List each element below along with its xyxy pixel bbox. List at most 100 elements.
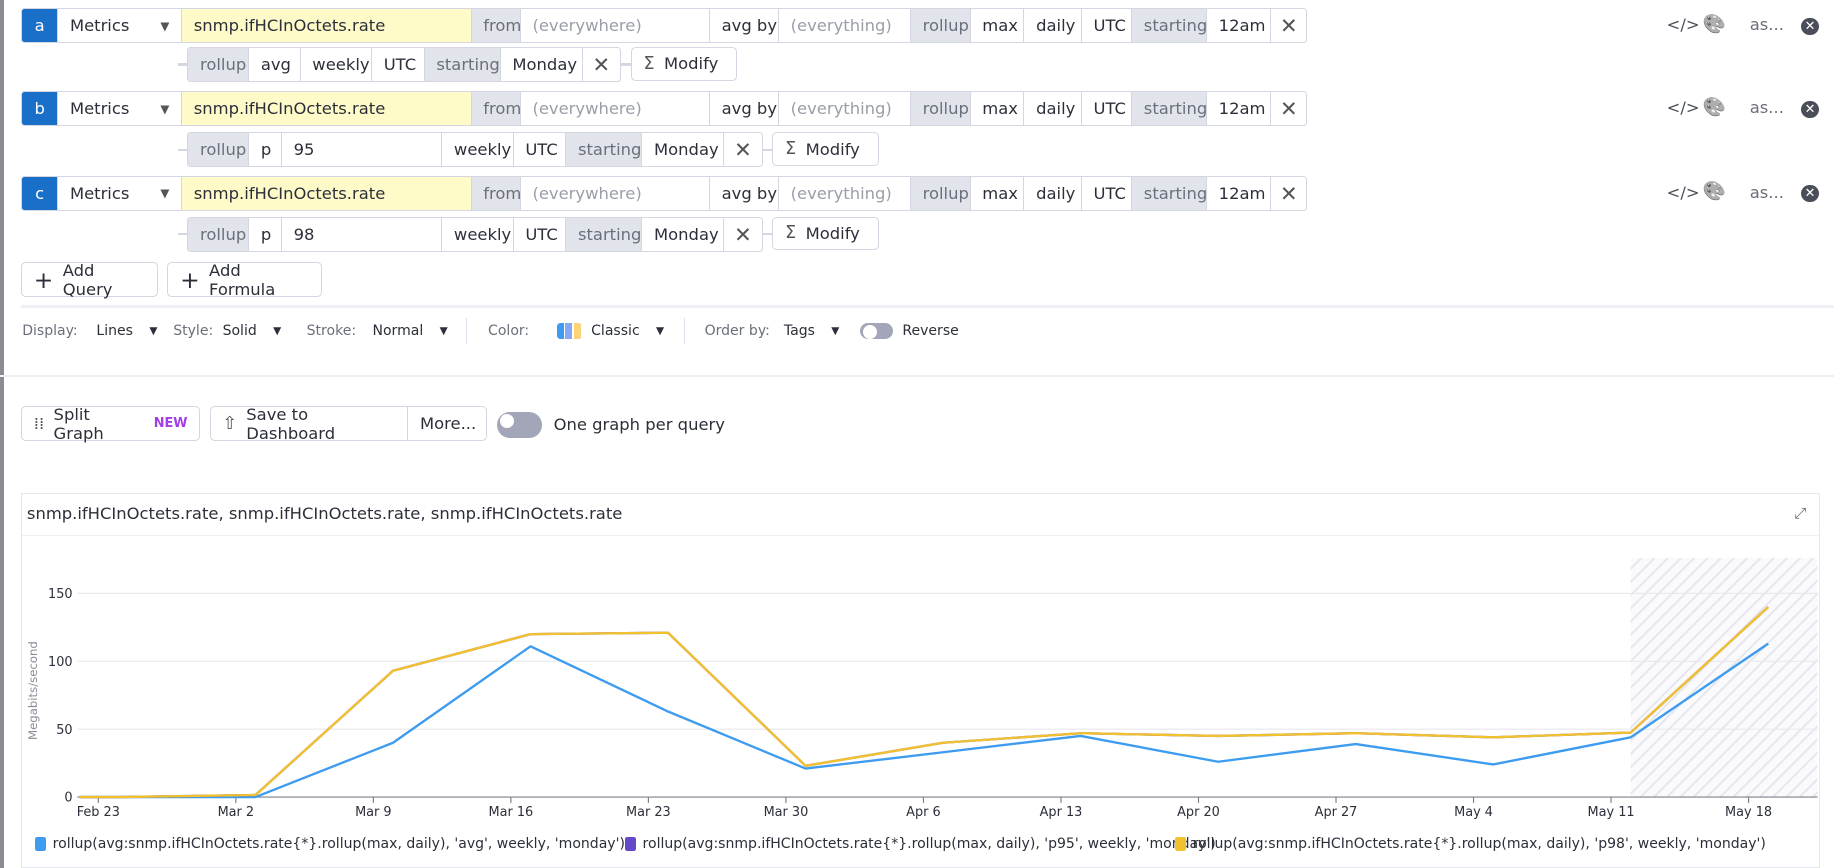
starting-value[interactable]: 12am [1207, 176, 1272, 210]
reverse-toggle[interactable]: Reverse [860, 323, 959, 340]
stroke-label: Stroke: [306, 323, 357, 340]
remove-query-icon[interactable]: ✕ [1801, 17, 1819, 36]
sigma-icon: Σ [785, 139, 797, 160]
remove-function-icon[interactable]: ✕ [734, 137, 752, 163]
rollup-function[interactable]: max [971, 9, 1025, 43]
y-axis-label: Megabits/second [25, 640, 40, 740]
data-source-select[interactable]: Metrics ▼ [58, 176, 183, 210]
add-formula-button[interactable]: + Add Formula [167, 261, 322, 299]
modify-button[interactable]: Σ Modify [772, 216, 879, 251]
toggle-switch[interactable] [497, 411, 542, 438]
code-icon[interactable]: </> [1666, 182, 1700, 202]
rollup-period[interactable]: daily [1024, 176, 1082, 210]
x-tick-label: Apr 13 [1040, 805, 1083, 820]
rollup-function[interactable]: max [971, 92, 1025, 126]
alias-input[interactable]: as... [1749, 98, 1784, 118]
palette-swatch [557, 323, 565, 339]
query-row-b: b Metrics ▼ snmp.ifHCInOctets.rate from (ever… [21, 91, 1308, 127]
query-letter-badge[interactable]: a [22, 9, 59, 43]
remove-rollup-icon[interactable]: ✕ [1280, 180, 1298, 206]
alias-input[interactable]: as... [1749, 15, 1784, 35]
function-period[interactable]: weekly [442, 217, 514, 251]
function-starting-value[interactable]: Monday [642, 217, 725, 251]
x-tick-label: Mar 30 [764, 805, 809, 820]
palette-icon[interactable]: 🎨 [1702, 96, 1727, 118]
toggle-switch[interactable] [860, 323, 893, 340]
y-tick-label: 150 [48, 587, 73, 602]
remove-query-icon[interactable]: ✕ [1801, 100, 1819, 119]
query-letter-badge[interactable]: b [22, 92, 59, 126]
rollup-period[interactable]: daily [1024, 9, 1082, 43]
avg-by-input[interactable]: (everything) [779, 176, 911, 210]
rollup-timezone[interactable]: UTC [1082, 9, 1133, 43]
y-tick-label: 0 [64, 791, 72, 806]
function-method[interactable]: p [249, 133, 282, 167]
rollup-timezone[interactable]: UTC [1082, 92, 1133, 126]
remove-function-icon[interactable]: ✕ [592, 51, 611, 77]
data-source-select[interactable]: Metrics ▼ [58, 92, 183, 126]
save-to-dashboard-button[interactable]: ⇧ Save to Dashboard [209, 405, 409, 443]
function-method[interactable]: avg [249, 47, 301, 81]
stroke-select[interactable]: Stroke: Normal ▼ [307, 323, 448, 339]
alias-input[interactable]: as... [1749, 182, 1784, 202]
add-query-button[interactable]: + Add Query [21, 261, 158, 299]
more-button[interactable]: More... [407, 406, 487, 442]
legend-swatch [624, 836, 636, 851]
legend-item[interactable]: rollup(avg:snmp.ifHCInOctets.rate{*}.rol… [35, 836, 625, 852]
legend-item[interactable]: rollup(avg:snmp.ifHCInOctets.rate{*}.rol… [624, 836, 1216, 852]
x-tick-label: May 11 [1588, 805, 1635, 820]
function-timezone[interactable]: UTC [514, 133, 567, 167]
function-row-a: rollup avg weekly UTC starting Monday ✕ [187, 46, 622, 82]
starting-value[interactable]: 12am [1207, 9, 1272, 43]
fullscreen-icon[interactable]: ⤢ [1794, 504, 1807, 523]
metric-input[interactable]: snmp.ifHCInOctets.rate [182, 176, 472, 210]
code-icon[interactable]: </> [1666, 15, 1700, 35]
metric-input[interactable]: snmp.ifHCInOctets.rate [182, 92, 472, 126]
split-graph-label: Split Graph [53, 404, 104, 443]
split-graph-button[interactable]: ⁞⁞ Split Graph NEW [21, 404, 201, 443]
code-icon[interactable]: </> [1666, 98, 1700, 118]
remove-rollup-icon[interactable]: ✕ [1280, 13, 1298, 39]
rollup-timezone[interactable]: UTC [1082, 176, 1133, 210]
legend-item[interactable]: rollup(avg:snmp.ifHCInOctets.rate{*}.rol… [1175, 836, 1766, 852]
display-select[interactable]: Display: Lines ▼ [22, 323, 157, 339]
remove-query-icon[interactable]: ✕ [1801, 184, 1819, 203]
function-starting-value[interactable]: Monday [501, 47, 583, 81]
rollup-period[interactable]: daily [1024, 92, 1082, 126]
starting-value[interactable]: 12am [1207, 92, 1272, 126]
caret-down-icon: ▼ [160, 101, 170, 116]
metric-input[interactable]: snmp.ifHCInOctets.rate [182, 9, 472, 43]
x-tick-label: Apr 27 [1315, 805, 1358, 820]
avg-by-input[interactable]: (everything) [779, 9, 911, 43]
function-period[interactable]: weekly [301, 47, 372, 81]
rollup-function[interactable]: max [971, 176, 1025, 210]
remove-rollup-icon[interactable]: ✕ [1280, 96, 1298, 122]
style-select[interactable]: Style: Solid ▼ [173, 323, 281, 339]
function-starting-value[interactable]: Monday [642, 133, 725, 167]
function-period[interactable]: weekly [442, 133, 514, 167]
remove-function-icon[interactable]: ✕ [734, 221, 752, 247]
avg-by-input[interactable]: (everything) [779, 92, 911, 126]
from-input[interactable]: (everywhere) [521, 92, 710, 126]
percentile-input[interactable]: 95 [282, 133, 443, 167]
order-by-select[interactable]: Order by: Tags ▼ [705, 323, 840, 339]
series-line-0 [79, 642, 1769, 799]
modify-button[interactable]: Σ Modify [630, 46, 738, 81]
function-timezone[interactable]: UTC [372, 47, 425, 81]
color-select[interactable]: Color: Classic ▼ [488, 323, 664, 339]
one-graph-per-query-toggle[interactable]: One graph per query [497, 411, 725, 438]
data-source-select[interactable]: Metrics ▼ [58, 9, 183, 43]
palette-icon[interactable]: 🎨 [1702, 13, 1727, 35]
from-input[interactable]: (everywhere) [521, 9, 710, 43]
percentile-input[interactable]: 98 [282, 217, 443, 251]
query-letter-badge[interactable]: c [22, 176, 59, 210]
modify-button[interactable]: Σ Modify [772, 132, 879, 167]
color-label: Color: [488, 323, 530, 340]
connector-line [177, 232, 188, 236]
from-input[interactable]: (everywhere) [521, 176, 710, 210]
function-method[interactable]: p [249, 217, 282, 251]
palette-icon[interactable]: 🎨 [1702, 181, 1727, 203]
legend-label: rollup(avg:snmp.ifHCInOctets.rate{*}.rol… [52, 835, 625, 852]
function-timezone[interactable]: UTC [514, 217, 567, 251]
